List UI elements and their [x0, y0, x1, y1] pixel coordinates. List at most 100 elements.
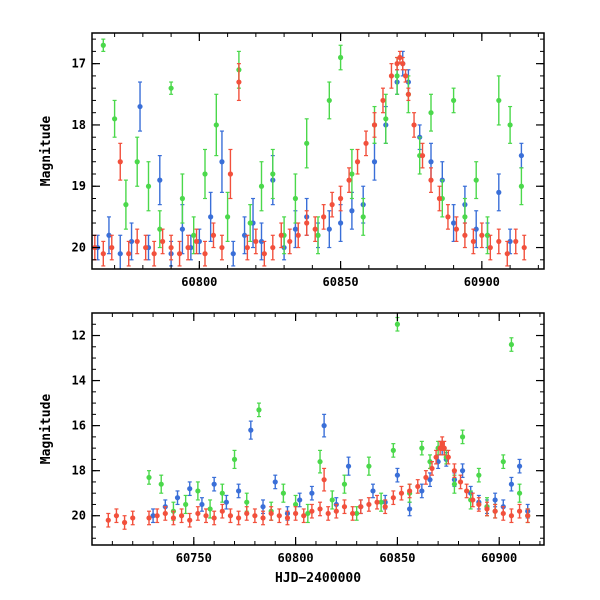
top-series-0-point	[292, 226, 298, 232]
top-series-1-point	[258, 183, 265, 189]
bottom-y-tick-label: 20	[72, 509, 86, 523]
bottom-series-2-point	[227, 513, 234, 519]
top-series-1-point	[507, 122, 513, 128]
top-series-0-point	[106, 232, 112, 238]
top-series-2-point	[270, 244, 276, 251]
top-series-1-point	[451, 97, 457, 104]
top-x-tick-label: 60900	[464, 275, 500, 289]
top-series-2-point	[394, 61, 400, 67]
bottom-series-2-point	[484, 506, 490, 512]
bottom-series-2-point	[162, 510, 168, 517]
top-series-2-point	[100, 251, 106, 257]
bottom-series-0-point	[516, 463, 523, 469]
bottom-series-1-point	[305, 510, 311, 517]
bottom-series-2-point	[407, 488, 413, 494]
top-series-2-point	[397, 54, 403, 61]
top-series-2-point	[388, 73, 395, 79]
bottom-x-tick-label: 60900	[481, 551, 517, 565]
top-series-1-point	[338, 54, 344, 61]
top-series-1-point	[270, 171, 276, 177]
bottom-series-0-point	[321, 423, 327, 429]
top-series-2-point	[371, 122, 378, 128]
bottom-series-0-point	[211, 481, 217, 487]
bottom-panel-frame	[91, 312, 545, 546]
bottom-series-0-point	[223, 499, 229, 505]
top-series-1-point	[292, 195, 298, 202]
top-series-1-point	[496, 97, 502, 104]
top-series-1-point	[247, 220, 253, 226]
top-series-2-point	[304, 220, 310, 226]
bottom-series-1-point	[500, 459, 506, 465]
bottom-series-2-point	[441, 445, 447, 451]
bottom-series-2-point	[333, 508, 339, 514]
top-series-2-point	[321, 214, 327, 220]
top-series-2-point	[185, 244, 191, 251]
top-series-1-point	[202, 171, 208, 177]
bottom-y-tick-label: 12	[72, 329, 86, 343]
bottom-series-2-point	[268, 510, 274, 517]
bottom-series-2-point	[366, 501, 372, 508]
top-series-2-point	[287, 238, 293, 245]
top-series-2-point	[109, 244, 115, 251]
top-series-2-point	[402, 73, 409, 79]
top-series-0-point	[338, 220, 344, 226]
bottom-series-1-point	[451, 481, 458, 487]
top-series-2-point	[210, 232, 217, 238]
top-series-2-point	[338, 195, 344, 202]
top-series-0-point	[128, 238, 135, 245]
top-series-0-point	[241, 232, 248, 238]
bottom-series-1-point	[293, 501, 299, 508]
bottom-series-2-point	[382, 504, 388, 510]
top-series-2-point	[346, 177, 352, 183]
bottom-y-tick-label: 18	[72, 464, 86, 478]
bottom-light-curve-panel: 60750 60800 60850 60900 12 14 16 18 20 Magnitude…	[39, 312, 545, 586]
top-series-0-point	[349, 208, 355, 214]
top-series-2-point	[470, 238, 476, 245]
bottom-series-0-point	[174, 495, 181, 501]
top-series-2-point	[400, 61, 406, 67]
bottom-series-2-point	[130, 515, 136, 521]
top-series-1-point	[484, 232, 491, 238]
bottom-series-2-point	[187, 517, 193, 523]
top-series-1-point	[179, 195, 185, 202]
top-series-1-point	[473, 177, 479, 183]
top-series-2-point	[487, 244, 493, 251]
top-series-2-point	[363, 140, 369, 146]
bottom-series-2-point	[437, 445, 443, 451]
top-series-1-point	[349, 171, 355, 177]
top-series-0-point	[496, 189, 502, 195]
bottom-series-2-point	[260, 515, 266, 521]
bottom-series-2-point	[508, 513, 515, 519]
top-series-2-point	[411, 122, 417, 128]
bottom-series-1-point	[219, 490, 225, 496]
top-series-2-point	[168, 244, 174, 251]
top-series-0-point	[230, 251, 236, 257]
top-series-1-point	[123, 202, 129, 208]
bottom-y-tick-label: 14	[72, 374, 86, 388]
top-series-2-point	[117, 159, 123, 165]
bottom-series-2-point	[284, 515, 291, 521]
bottom-series-0-point	[187, 486, 193, 492]
top-series-1-point	[304, 140, 310, 146]
bottom-series-0-point	[309, 490, 315, 496]
bottom-series-2-point	[415, 483, 421, 490]
bottom-series-2-point	[317, 506, 323, 512]
top-panel-frame	[91, 32, 545, 270]
bottom-x-tick-label: 60850	[379, 551, 415, 565]
bottom-series-2-point	[476, 501, 482, 508]
bottom-series-2-point	[390, 495, 396, 501]
top-series-0-point	[326, 226, 332, 232]
bottom-series-2-point	[433, 454, 439, 460]
bottom-series-2-point	[398, 490, 405, 496]
bottom-series-2-point	[516, 508, 523, 514]
top-series-0-point	[157, 177, 163, 183]
top-series-0-point	[208, 214, 214, 220]
top-series-2-point	[419, 152, 426, 159]
top-series-1-point	[394, 73, 400, 79]
top-x-tick-label: 60800	[181, 275, 217, 289]
bottom-series-2-point	[525, 513, 531, 519]
top-series-2-point	[227, 171, 234, 177]
bottom-series-2-point	[321, 477, 327, 483]
bottom-series-2-point	[203, 513, 209, 519]
top-series-0-point	[258, 238, 265, 245]
